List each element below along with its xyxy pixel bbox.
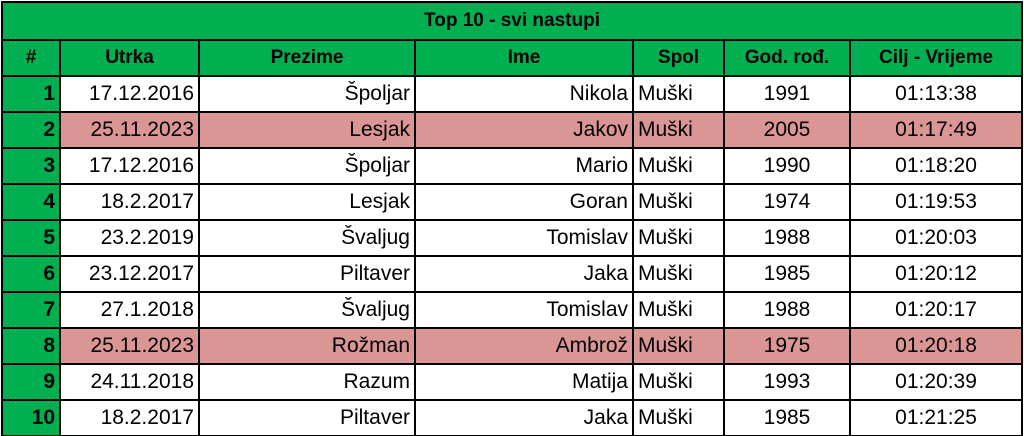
table-cell: Lesjak <box>198 183 416 221</box>
table-row: 7 27.1.2018 Švaljug Tomislav Muški 1988 01:20:… <box>1 291 1024 329</box>
table-row: 3 17.12.2016 Špoljar Mario Muški 1990 01:18:20 <box>1 147 1024 185</box>
table-cell: Rožman <box>198 327 416 365</box>
table-cell: 25.11.2023 <box>59 327 200 365</box>
table-cell: 01:21:25 <box>848 399 1024 436</box>
rank-cell: 3 <box>1 147 61 185</box>
table-cell: 1974 <box>723 183 851 221</box>
table-cell: 23.12.2017 <box>59 255 200 293</box>
rank-cell: 9 <box>1 363 61 401</box>
header-row: # Utrka Prezime Ime Spol God. rođ. Cilj - Vrij… <box>1 39 1024 77</box>
table-cell: 1988 <box>723 291 851 329</box>
column-header: Utrka <box>59 39 200 77</box>
rank-cell: 6 <box>1 255 61 293</box>
table-cell: Špoljar <box>198 75 416 113</box>
table-cell: 1985 <box>723 399 851 436</box>
column-header: Spol <box>632 39 725 77</box>
table-cell: 01:18:20 <box>848 147 1024 185</box>
table-cell: Jaka <box>414 255 634 293</box>
table-cell: Švaljug <box>198 291 416 329</box>
table-cell: 24.11.2018 <box>59 363 200 401</box>
table-cell: 18.2.2017 <box>59 399 200 436</box>
table-title: Top 10 - svi nastupi <box>0 1 1024 41</box>
table-cell: Muški <box>632 399 725 436</box>
table-cell: Nikola <box>414 75 634 113</box>
table-cell: Goran <box>414 183 634 221</box>
table-cell: Muški <box>632 183 725 221</box>
table-cell: 1993 <box>723 363 851 401</box>
table-cell: 01:17:49 <box>848 111 1024 149</box>
table-cell: 01:20:18 <box>848 327 1024 365</box>
table-row: 9 24.11.2018 Razum Matija Muški 1993 01:20:39 <box>1 363 1024 401</box>
table-row: 1 17.12.2016 Špoljar Nikola Muški 1991 01:13:3… <box>1 75 1024 113</box>
table-cell: Muški <box>632 363 725 401</box>
table-row: 6 23.12.2017 Piltaver Jaka Muški 1985 01:20:12 <box>1 255 1024 293</box>
rank-cell: 1 <box>1 75 61 113</box>
highlighted-row: 2 25.11.2023 Lesjak Jakov Muški 2005 01:17:49 <box>1 111 1024 149</box>
table-cell: 1990 <box>723 147 851 185</box>
table-cell: Muški <box>632 219 725 257</box>
table-cell: 1988 <box>723 219 851 257</box>
table-cell: Mario <box>414 147 634 185</box>
table-cell: 1991 <box>723 75 851 113</box>
table-cell: Jaka <box>414 399 634 436</box>
table-cell: Matija <box>414 363 634 401</box>
table-cell: Tomislav <box>414 291 634 329</box>
column-header: Cilj - Vrijeme <box>848 39 1024 77</box>
table-row: 4 18.2.2017 Lesjak Goran Muški 1974 01:19:53 <box>1 183 1024 221</box>
column-header: # <box>1 39 61 77</box>
table-cell: Razum <box>198 363 416 401</box>
table-cell: Piltaver <box>198 399 416 436</box>
table-cell: 01:20:39 <box>848 363 1024 401</box>
rank-cell: 8 <box>1 327 61 365</box>
table-cell: Muški <box>632 255 725 293</box>
table-cell: Špoljar <box>198 147 416 185</box>
table-cell: 17.12.2016 <box>59 147 200 185</box>
table-cell: 2005 <box>723 111 851 149</box>
table-cell: 17.12.2016 <box>59 75 200 113</box>
table-cell: Muški <box>632 291 725 329</box>
table-cell: 01:20:12 <box>848 255 1024 293</box>
table-cell: Muški <box>632 75 725 113</box>
table-cell: 01:20:17 <box>848 291 1024 329</box>
highlighted-row: 8 25.11.2023 Rožman Ambrož Muški 1975 01:20:18 <box>1 327 1024 365</box>
rank-cell: 10 <box>1 399 61 436</box>
rank-cell: 7 <box>1 291 61 329</box>
table-cell: Muški <box>632 111 725 149</box>
table-cell: 23.2.2019 <box>59 219 200 257</box>
table-cell: 01:13:38 <box>848 75 1024 113</box>
table-cell: 01:19:53 <box>848 183 1024 221</box>
table-cell: Muški <box>632 147 725 185</box>
table-cell: Muški <box>632 327 725 365</box>
table-cell: Tomislav <box>414 219 634 257</box>
rank-cell: 5 <box>1 219 61 257</box>
table-cell: 1975 <box>723 327 851 365</box>
table-cell: Švaljug <box>198 219 416 257</box>
column-header: Ime <box>414 39 634 77</box>
rank-cell: 4 <box>1 183 61 221</box>
table-cell: Piltaver <box>198 255 416 293</box>
table-cell: Lesjak <box>198 111 416 149</box>
title-row: Top 10 - svi nastupi <box>0 1 1024 41</box>
table-cell: 27.1.2018 <box>59 291 200 329</box>
table-cell: Ambrož <box>414 327 634 365</box>
table-row: 5 23.2.2019 Švaljug Tomislav Muški 1988 01:20:… <box>1 219 1024 257</box>
rank-cell: 2 <box>1 111 61 149</box>
table-body: 1 17.12.2016 Špoljar Nikola Muški 1991 01:13:3… <box>1 75 1024 436</box>
column-header: Prezime <box>198 39 416 77</box>
column-header: God. rođ. <box>723 39 851 77</box>
table-cell: 1985 <box>723 255 851 293</box>
table-cell: Jakov <box>414 111 634 149</box>
table-cell: 18.2.2017 <box>59 183 200 221</box>
table-cell: 01:20:03 <box>848 219 1024 257</box>
table-cell: 25.11.2023 <box>59 111 200 149</box>
table-row: 10 18.2.2017 Piltaver Jaka Muški 1985 01:21:25 <box>1 399 1024 436</box>
